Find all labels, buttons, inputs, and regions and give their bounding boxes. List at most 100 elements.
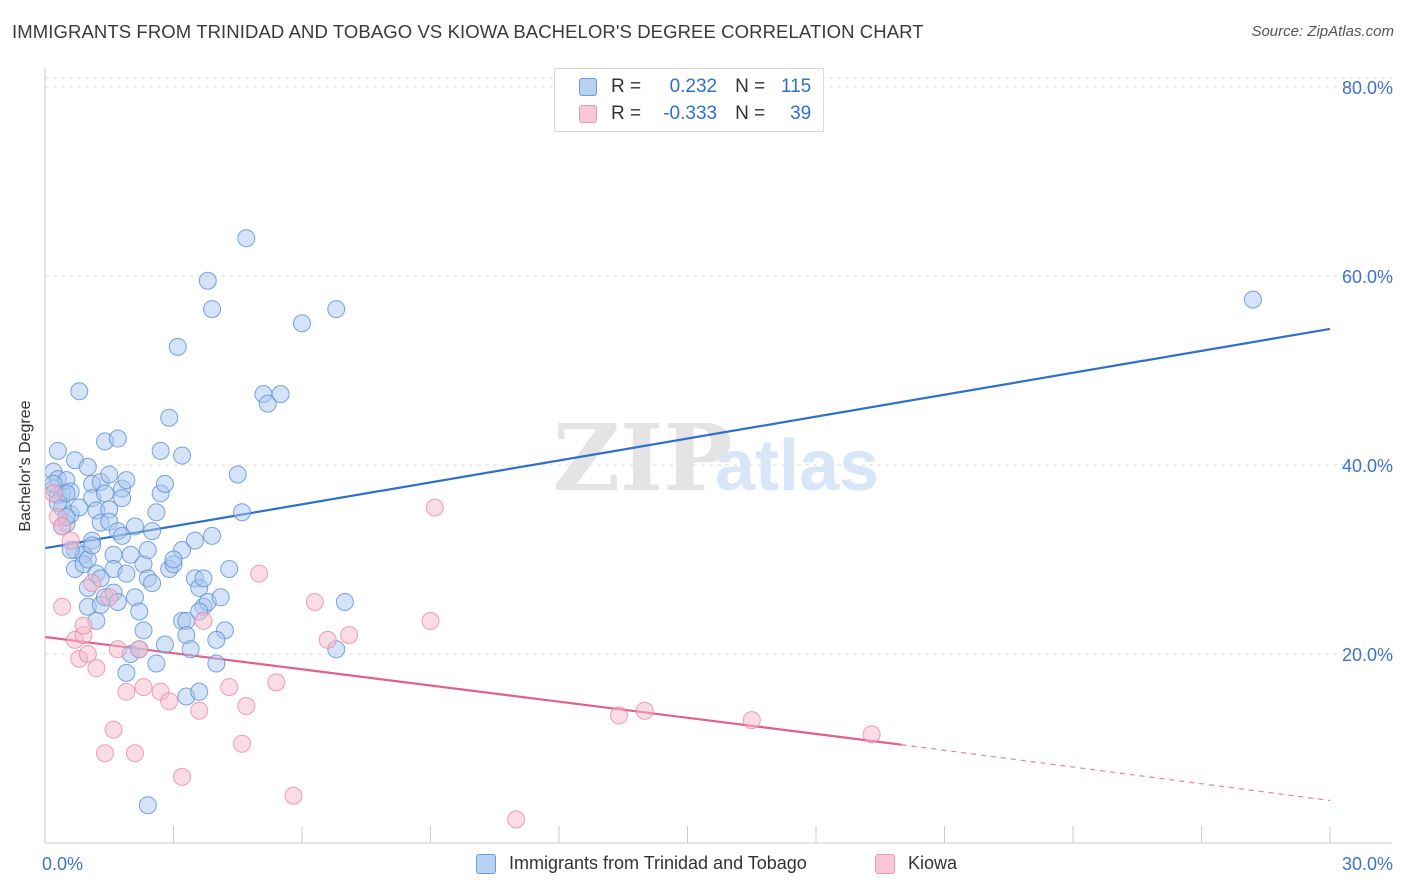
- legend-swatch-pink: [579, 105, 597, 123]
- point-kiowa: [742, 711, 761, 730]
- point-trinidad: [147, 503, 166, 522]
- axes: [44, 68, 1392, 844]
- point-trinidad: [83, 536, 102, 555]
- point-trinidad: [233, 503, 252, 522]
- point-kiowa: [635, 701, 654, 720]
- point-kiowa: [125, 744, 144, 763]
- point-trinidad: [293, 314, 311, 333]
- legend-r-label: R =: [611, 103, 642, 124]
- y-tick-label: 60.0%: [1342, 267, 1393, 287]
- point-kiowa: [340, 626, 359, 645]
- point-trinidad: [203, 300, 222, 319]
- point-trinidad: [147, 654, 166, 673]
- point-kiowa: [267, 673, 286, 692]
- point-kiowa: [74, 616, 93, 635]
- point-kiowa: [220, 678, 239, 697]
- point-trinidad: [70, 382, 89, 401]
- legend-swatch-blue: [476, 853, 496, 874]
- point-trinidad: [164, 550, 183, 569]
- legend-swatch-pink: [875, 853, 895, 874]
- point-kiowa: [862, 725, 881, 744]
- data-points: [44, 229, 1262, 829]
- point-trinidad: [237, 229, 256, 248]
- point-kiowa: [78, 645, 97, 663]
- point-trinidad: [100, 465, 119, 484]
- point-trinidad: [228, 465, 247, 484]
- point-trinidad: [155, 474, 174, 493]
- source-credit: Source: ZipAtlas.com: [1251, 23, 1394, 40]
- legend-n-value: 115: [780, 76, 812, 97]
- trend-line-kiowa-extension: [901, 744, 1331, 802]
- legend-item-label: Kiowa: [908, 853, 958, 873]
- point-trinidad: [1243, 290, 1262, 309]
- point-trinidad: [113, 489, 132, 508]
- point-trinidad: [113, 526, 132, 545]
- point-trinidad: [198, 271, 217, 290]
- point-trinidad: [151, 441, 170, 460]
- legend-n-label: N =: [735, 103, 766, 124]
- point-trinidad: [117, 663, 136, 682]
- point-trinidad: [160, 408, 179, 427]
- legend-item-label: Immigrants from Trinidad and Tobago: [509, 853, 807, 873]
- legend-row-series-1: R = 0.232 N = 115: [579, 75, 811, 99]
- point-trinidad: [173, 446, 192, 465]
- point-kiowa: [160, 692, 179, 711]
- point-trinidad: [117, 471, 136, 490]
- point-trinidad: [207, 654, 226, 673]
- point-trinidad: [185, 531, 204, 550]
- trend-line-kiowa: [44, 635, 902, 746]
- point-kiowa: [233, 734, 252, 753]
- point-kiowa: [95, 744, 114, 763]
- y-axis-label: Bachelor's Degree: [17, 400, 34, 532]
- legend-r-label: R =: [611, 76, 642, 97]
- point-kiowa: [421, 611, 440, 630]
- x-tick-label-min: 0.0%: [42, 854, 83, 874]
- y-tick-label: 40.0%: [1342, 456, 1393, 476]
- point-kiowa: [83, 574, 102, 593]
- legend-swatch-blue: [579, 78, 597, 96]
- point-trinidad: [258, 394, 277, 413]
- x-tick-label-max: 30.0%: [1342, 854, 1393, 874]
- legend-n-label: N =: [735, 76, 766, 97]
- point-trinidad: [190, 682, 209, 701]
- point-kiowa: [194, 611, 213, 630]
- point-trinidad: [207, 630, 226, 649]
- point-trinidad: [78, 457, 97, 476]
- correlation-legend: R = 0.232 N = 115 R = -0.333 N = 39: [554, 68, 824, 132]
- tick-labels: 20.0% 40.0% 60.0% 80.0% 0.0% 30.0%: [42, 78, 1393, 874]
- point-trinidad: [155, 635, 174, 654]
- legend-item-kiowa: Kiowa: [875, 853, 957, 874]
- point-kiowa: [117, 682, 136, 701]
- point-kiowa: [284, 786, 303, 805]
- point-trinidad: [203, 526, 222, 545]
- point-trinidad: [125, 517, 144, 536]
- legend-r-value: -0.333: [663, 103, 718, 124]
- legend-r-value: 0.232: [669, 76, 718, 97]
- point-kiowa: [53, 597, 72, 616]
- point-kiowa: [305, 593, 324, 612]
- point-trinidad: [194, 569, 213, 588]
- point-trinidad: [335, 593, 354, 612]
- point-trinidad: [143, 574, 162, 593]
- point-kiowa: [53, 517, 72, 536]
- point-kiowa: [318, 630, 337, 649]
- point-trinidad: [130, 602, 149, 621]
- point-kiowa: [609, 706, 628, 725]
- point-kiowa: [507, 810, 526, 829]
- legend-item-trinidad: Immigrants from Trinidad and Tobago: [476, 853, 807, 874]
- point-trinidad: [134, 621, 153, 640]
- y-tick-label: 80.0%: [1342, 78, 1393, 98]
- point-trinidad: [143, 522, 162, 541]
- point-kiowa: [130, 640, 149, 659]
- trend-lines: [44, 327, 1331, 802]
- point-trinidad: [220, 559, 239, 578]
- point-kiowa: [134, 678, 153, 697]
- y-tick-label: 20.0%: [1342, 645, 1393, 665]
- point-trinidad: [70, 498, 89, 517]
- point-trinidad: [271, 385, 290, 404]
- point-trinidad: [138, 541, 157, 560]
- point-kiowa: [87, 659, 106, 678]
- point-kiowa: [108, 640, 127, 659]
- point-kiowa: [61, 531, 80, 550]
- point-trinidad: [48, 441, 67, 460]
